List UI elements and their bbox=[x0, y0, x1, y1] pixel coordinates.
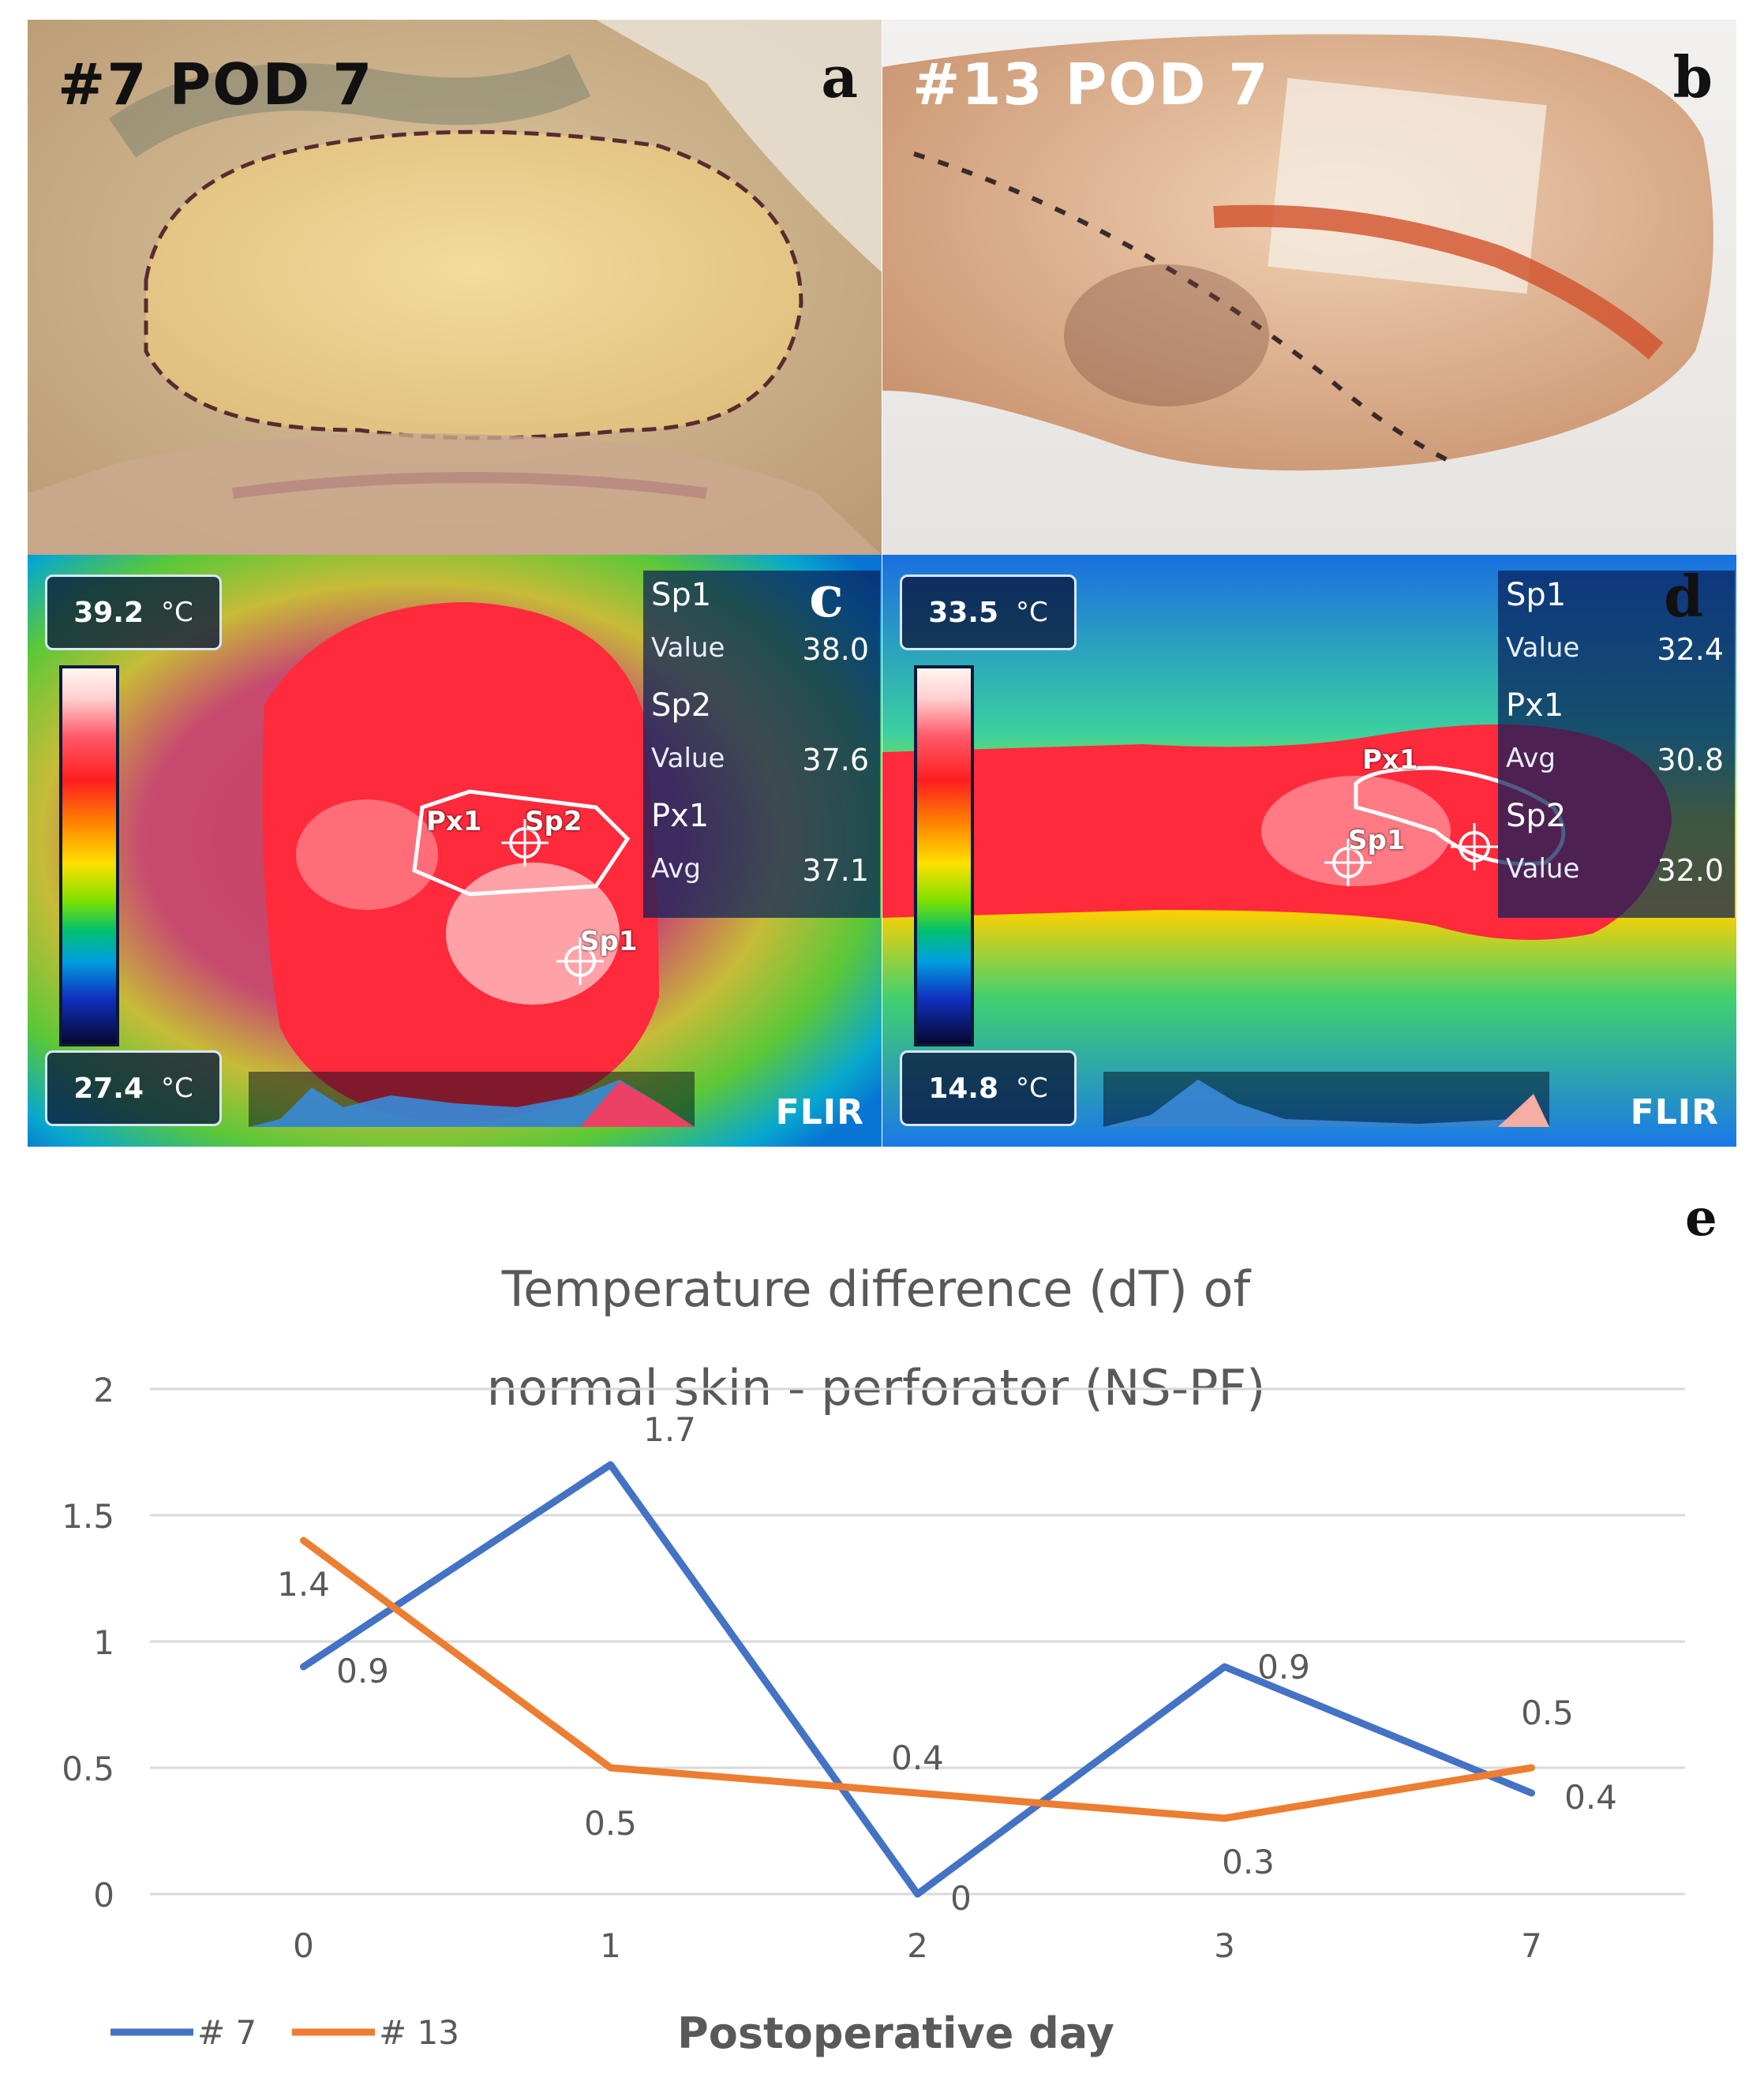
sp2-name: Sp2 bbox=[651, 687, 712, 724]
panel-b-title: #13 POD 7 bbox=[912, 51, 1270, 118]
panel-d-letter: d bbox=[1664, 563, 1704, 630]
y-axis-ticks: 0 0.5 1 1.5 2 bbox=[62, 1371, 114, 1915]
y-tick-label: 0.5 bbox=[62, 1750, 114, 1788]
gridlines bbox=[150, 1387, 1685, 1896]
max-temp-readout: 33.5 °C bbox=[900, 575, 1077, 650]
y-tick-label: 1.5 bbox=[62, 1497, 114, 1536]
panel-b-letter: b bbox=[1672, 43, 1713, 110]
y-tick-label: 1 bbox=[93, 1623, 114, 1662]
max-temp-unit: °C bbox=[161, 597, 193, 628]
temperature-scale-bar bbox=[914, 665, 974, 1046]
chart-title-line1: Temperature difference (dT) of bbox=[501, 1260, 1253, 1318]
px1-value: 37.1 bbox=[802, 853, 869, 888]
spot-sp1-label: Sp1 bbox=[1348, 825, 1406, 856]
sp2-value: 32.0 bbox=[1657, 853, 1724, 888]
flir-logo: FLIR bbox=[775, 1092, 864, 1132]
x-tick-label: 1 bbox=[600, 1926, 621, 1965]
photo-panel-b: #13 POD 7 b bbox=[882, 20, 1736, 555]
line-chart-e: e Temperature difference (dT) of normal … bbox=[62, 1189, 1717, 2058]
px1-name: Px1 bbox=[1506, 687, 1564, 724]
data-labels: 0.9 1.7 0 0.9 0.4 1.4 0.5 0.4 0.3 0.5 bbox=[277, 1410, 1617, 1918]
min-temp-readout: 14.8 °C bbox=[900, 1050, 1077, 1126]
px1-value: 30.8 bbox=[1657, 743, 1724, 777]
data-label: 0.4 bbox=[1564, 1778, 1617, 1817]
panel-e-letter: e bbox=[1685, 1189, 1717, 1248]
data-label: 0.4 bbox=[891, 1739, 944, 1777]
spot-sp1-label: Sp1 bbox=[580, 926, 638, 957]
photo-a-illustration bbox=[28, 20, 882, 555]
roi-px1-label: Px1 bbox=[426, 806, 482, 837]
series-lines bbox=[300, 1461, 1535, 1898]
legend: # 7 # 13 bbox=[110, 2013, 459, 2052]
sp1-key: Value bbox=[1506, 632, 1580, 664]
px1-name: Px1 bbox=[651, 798, 710, 834]
photo-panel-a: #7 POD 7 a bbox=[28, 20, 882, 555]
sp2-key: Value bbox=[651, 743, 725, 774]
panel-a-title: #7 POD 7 bbox=[58, 51, 374, 118]
series-line-patient-13 bbox=[300, 1537, 1535, 1822]
histogram-graph bbox=[1103, 1080, 1549, 1127]
max-temp-readout: 39.2 °C bbox=[45, 575, 222, 650]
data-label: 0.3 bbox=[1222, 1843, 1275, 1881]
x-axis-ticks: 0 1 2 3 7 bbox=[293, 1926, 1542, 1965]
max-temp-value: 39.2 bbox=[73, 596, 144, 629]
panel-c-letter: c bbox=[809, 563, 844, 630]
min-temp-value: 14.8 bbox=[928, 1072, 999, 1105]
min-temp-unit: °C bbox=[161, 1072, 193, 1104]
measurement-table: Sp1 Value 38.0 Sp2 Value 37.6 Px1 Avg 37.1 bbox=[643, 571, 880, 918]
sp2-value: 37.6 bbox=[802, 743, 869, 777]
x-tick-label: 7 bbox=[1521, 1926, 1542, 1965]
x-tick-label: 2 bbox=[907, 1926, 928, 1965]
histogram-graph bbox=[249, 1080, 695, 1127]
data-label: 0.9 bbox=[336, 1652, 389, 1690]
px1-key: Avg bbox=[651, 853, 701, 885]
thermal-panel-d: Px1 Sp1 33.5 °C 14.8 °C Sp1 Value 32.4 Px… bbox=[882, 555, 1736, 1147]
sp1-value: 38.0 bbox=[802, 632, 869, 667]
x-tick-label: 0 bbox=[293, 1926, 314, 1965]
sp2-key: Value bbox=[1506, 853, 1580, 885]
sp1-key: Value bbox=[651, 632, 725, 664]
data-label: 0.5 bbox=[584, 1804, 637, 1843]
data-label: 1.7 bbox=[643, 1410, 696, 1449]
sp1-value: 32.4 bbox=[1657, 632, 1724, 667]
min-temp-readout: 27.4 °C bbox=[45, 1050, 222, 1126]
legend-label: # 7 bbox=[197, 2013, 257, 2052]
min-temp-unit: °C bbox=[1016, 1072, 1048, 1104]
roi-px1-label: Px1 bbox=[1362, 744, 1418, 776]
series-line-patient-7 bbox=[300, 1461, 1535, 1898]
x-axis-title: Postoperative day bbox=[677, 2008, 1114, 2058]
min-temp-value: 27.4 bbox=[73, 1072, 144, 1105]
data-label: 0.9 bbox=[1257, 1648, 1310, 1686]
legend-label: # 13 bbox=[379, 2013, 459, 2052]
data-label: 0.5 bbox=[1521, 1694, 1574, 1732]
data-label: 0 bbox=[950, 1879, 972, 1918]
px1-key: Avg bbox=[1506, 743, 1556, 774]
x-tick-label: 3 bbox=[1214, 1926, 1235, 1965]
photo-b-illustration bbox=[882, 20, 1736, 555]
flir-logo: FLIR bbox=[1630, 1092, 1719, 1132]
histogram bbox=[249, 1072, 695, 1127]
measurement-table: Sp1 Value 32.4 Px1 Avg 30.8 Sp2 Value 32.0 bbox=[1498, 571, 1735, 918]
y-tick-label: 0 bbox=[93, 1876, 114, 1915]
y-tick-label: 2 bbox=[93, 1371, 114, 1409]
thermal-panel-c: Px1 Sp2 Sp1 39.2 °C 27.4 °C Sp1 Value 38.… bbox=[28, 555, 882, 1147]
histogram bbox=[1103, 1072, 1549, 1127]
max-temp-unit: °C bbox=[1016, 597, 1048, 628]
sp1-name: Sp1 bbox=[651, 577, 712, 613]
sp1-name: Sp1 bbox=[1506, 577, 1567, 613]
max-temp-value: 33.5 bbox=[928, 596, 999, 629]
panel-a-letter: a bbox=[821, 43, 858, 110]
temperature-scale-bar bbox=[59, 665, 119, 1046]
data-label: 1.4 bbox=[277, 1565, 330, 1604]
spot-sp2-label: Sp2 bbox=[525, 806, 582, 837]
sp2-name: Sp2 bbox=[1506, 798, 1567, 834]
